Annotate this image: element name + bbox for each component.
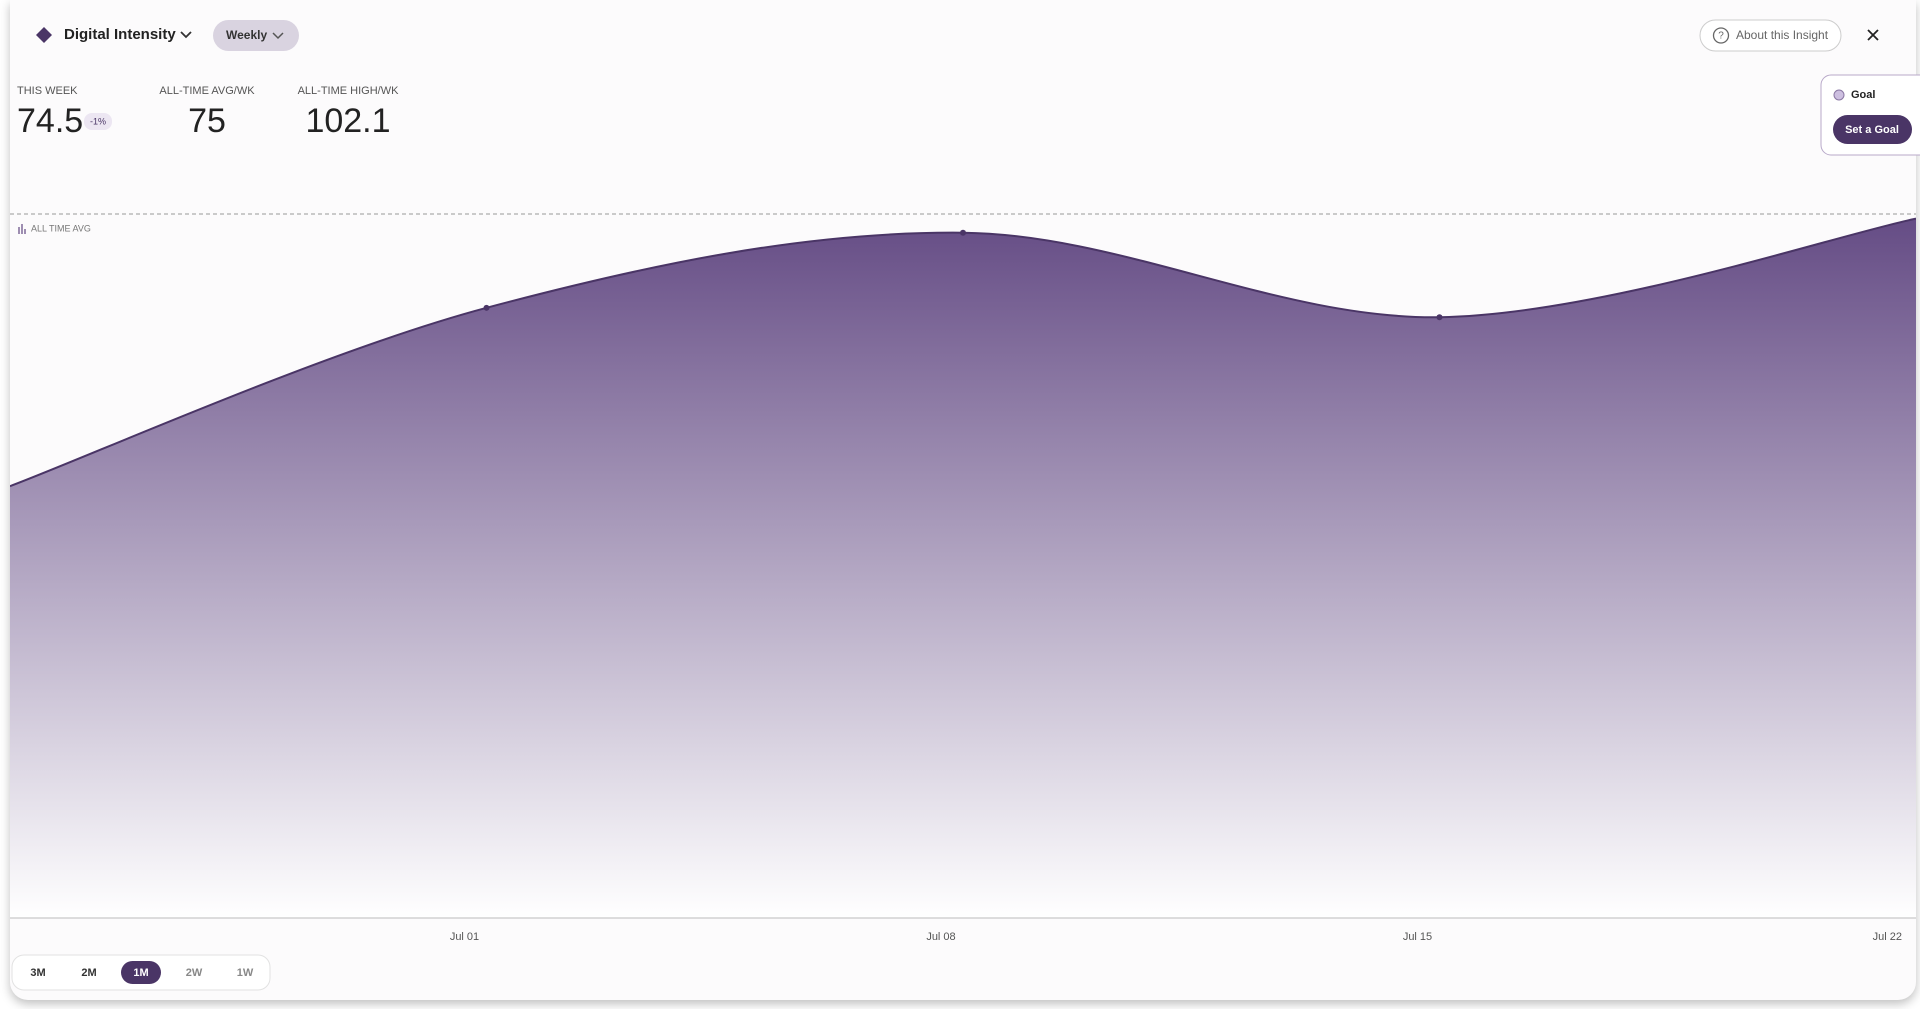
metric-title[interactable]: Digital Intensity	[64, 26, 176, 43]
stat-label: THIS WEEK	[17, 85, 78, 97]
avg-icon	[18, 223, 26, 234]
area-fill	[10, 218, 1916, 919]
stat-label: ALL-TIME AVG/WK	[159, 85, 255, 97]
change-badge-label: -1%	[90, 116, 106, 126]
close-button[interactable]	[1867, 29, 1879, 41]
range-option[interactable]: 3M	[30, 967, 45, 979]
about-label[interactable]: About this Insight	[1736, 28, 1829, 42]
stat-value: 102.1	[305, 102, 390, 140]
period-label[interactable]: Weekly	[226, 28, 267, 42]
metric-dropdown[interactable]	[180, 31, 192, 39]
stat-label: ALL-TIME HIGH/WK	[298, 85, 400, 97]
x-tick-label: Jul 15	[1403, 931, 1432, 943]
stat-value: 74.5	[17, 102, 83, 140]
goal-icon	[1833, 89, 1845, 101]
goal-label: Goal	[1851, 89, 1875, 101]
x-tick-label: Jul 08	[926, 931, 955, 943]
metric-icon	[36, 27, 52, 43]
x-tick-label: Jul 22	[1873, 931, 1902, 943]
point	[1436, 314, 1443, 321]
point	[483, 304, 490, 311]
point	[960, 229, 966, 236]
avg-label: ALL TIME AVG	[31, 223, 91, 233]
set-goal-label[interactable]: Set a Goal	[1845, 124, 1899, 136]
help-glyph: ?	[1718, 31, 1724, 42]
range-option[interactable]: 2W	[186, 967, 203, 979]
x-tick-label: Jul 01	[450, 931, 479, 943]
help-icon	[1712, 27, 1730, 44]
about-button[interactable]	[1699, 19, 1842, 52]
range-active	[121, 961, 161, 984]
range-option[interactable]: 2M	[81, 967, 96, 979]
chart: ALL TIME AVG Jul 01 Jul 08 Jul 15 Jul 22	[10, 213, 1916, 943]
period-chevron	[272, 32, 284, 40]
period-pill[interactable]	[213, 20, 299, 51]
change-badge	[84, 113, 112, 130]
range-option[interactable]: 1W	[237, 967, 254, 979]
stat-value: 75	[188, 102, 226, 140]
range-option[interactable]: 1M	[133, 967, 148, 979]
set-goal-button[interactable]	[1833, 115, 1912, 144]
